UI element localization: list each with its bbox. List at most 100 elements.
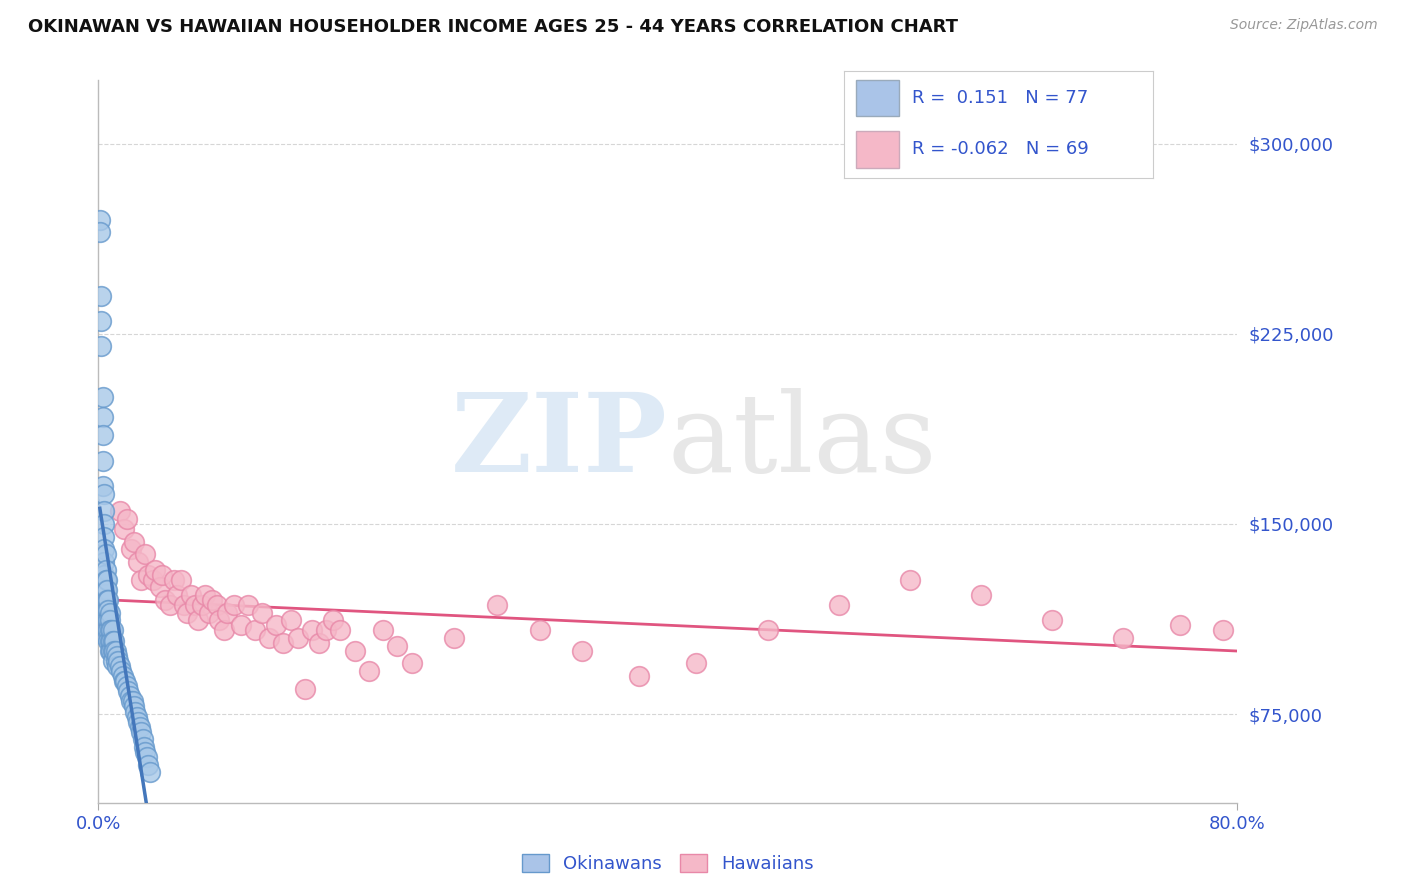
- Point: [294, 681, 316, 696]
- Point: [96, 631, 118, 645]
- Point: [103, 643, 125, 657]
- Point: [129, 724, 152, 739]
- Point: [1040, 613, 1063, 627]
- Point: [96, 582, 118, 597]
- Point: [343, 643, 366, 657]
- Point: [94, 547, 117, 561]
- Point: [122, 534, 145, 549]
- Point: [1112, 631, 1135, 645]
- Point: [98, 606, 121, 620]
- Point: [138, 765, 160, 780]
- Point: [273, 636, 295, 650]
- Text: ZIP: ZIP: [451, 388, 668, 495]
- Point: [315, 624, 337, 638]
- Point: [308, 636, 330, 650]
- Point: [120, 542, 142, 557]
- Legend: Okinawans, Hawaiians: Okinawans, Hawaiians: [515, 847, 821, 880]
- Point: [98, 633, 121, 648]
- Point: [94, 573, 117, 587]
- Point: [125, 709, 148, 723]
- Point: [259, 631, 281, 645]
- Point: [122, 699, 145, 714]
- Point: [103, 633, 125, 648]
- Point: [112, 522, 135, 536]
- Point: [129, 573, 152, 587]
- Point: [163, 573, 186, 587]
- Point: [108, 659, 131, 673]
- Point: [114, 674, 136, 689]
- Point: [118, 690, 141, 704]
- Point: [145, 563, 167, 577]
- Point: [96, 603, 118, 617]
- Point: [100, 624, 122, 638]
- Point: [112, 674, 135, 689]
- Point: [287, 631, 309, 645]
- Point: [176, 606, 198, 620]
- Point: [443, 631, 465, 645]
- Point: [97, 624, 120, 638]
- Point: [401, 657, 423, 671]
- Point: [90, 314, 112, 328]
- Point: [96, 624, 118, 638]
- Point: [100, 643, 122, 657]
- Point: [93, 542, 115, 557]
- Point: [529, 624, 551, 638]
- Point: [187, 613, 209, 627]
- Point: [173, 598, 195, 612]
- Point: [91, 410, 114, 425]
- Point: [222, 598, 245, 612]
- Point: [107, 654, 129, 668]
- Point: [94, 624, 117, 638]
- Point: [329, 624, 352, 638]
- Point: [243, 624, 266, 638]
- Point: [94, 563, 117, 577]
- Point: [93, 567, 115, 582]
- Point: [191, 598, 214, 612]
- Point: [98, 643, 121, 657]
- Point: [215, 606, 238, 620]
- Point: [93, 516, 115, 531]
- Point: [90, 289, 112, 303]
- Point: [115, 679, 138, 693]
- Point: [127, 555, 149, 569]
- Point: [152, 567, 174, 582]
- Point: [212, 624, 235, 638]
- Point: [110, 664, 132, 678]
- Point: [357, 664, 380, 678]
- Point: [194, 588, 217, 602]
- Point: [159, 598, 181, 612]
- Point: [105, 648, 128, 663]
- Point: [100, 633, 122, 648]
- Point: [127, 714, 149, 729]
- Point: [280, 613, 302, 627]
- Text: R =  0.151   N = 77: R = 0.151 N = 77: [911, 89, 1088, 107]
- Point: [136, 757, 159, 772]
- Point: [134, 547, 156, 561]
- Point: [266, 618, 288, 632]
- Point: [756, 624, 779, 638]
- Point: [134, 745, 156, 759]
- Point: [96, 593, 118, 607]
- Point: [628, 669, 651, 683]
- Point: [132, 739, 155, 754]
- Point: [98, 613, 121, 627]
- Point: [155, 593, 177, 607]
- Point: [94, 606, 117, 620]
- Point: [970, 588, 993, 602]
- Point: [141, 573, 163, 587]
- Point: [94, 593, 117, 607]
- Point: [205, 598, 228, 612]
- Point: [250, 606, 273, 620]
- Point: [201, 593, 224, 607]
- Point: [101, 643, 124, 657]
- Point: [91, 390, 114, 404]
- Point: [571, 643, 593, 657]
- Text: atlas: atlas: [668, 388, 938, 495]
- Point: [828, 598, 851, 612]
- Point: [96, 573, 118, 587]
- Point: [97, 603, 120, 617]
- Point: [108, 504, 131, 518]
- Point: [180, 588, 202, 602]
- Point: [90, 339, 112, 353]
- Point: [97, 613, 120, 627]
